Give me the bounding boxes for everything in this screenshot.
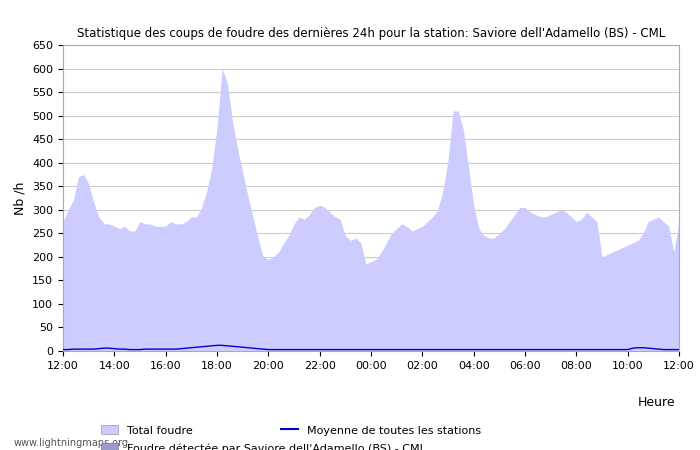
Text: Heure: Heure <box>638 396 676 409</box>
Text: www.lightningmaps.org: www.lightningmaps.org <box>14 438 129 448</box>
Y-axis label: Nb /h: Nb /h <box>13 181 27 215</box>
Legend: Total foudre, Moyenne de toutes les stations: Total foudre, Moyenne de toutes les stat… <box>97 421 485 440</box>
Title: Statistique des coups de foudre des dernières 24h pour la station: Saviore dell': Statistique des coups de foudre des dern… <box>77 27 665 40</box>
Legend: Foudre détectée par Saviore dell'Adamello (BS) - CML: Foudre détectée par Saviore dell'Adamell… <box>97 439 430 450</box>
